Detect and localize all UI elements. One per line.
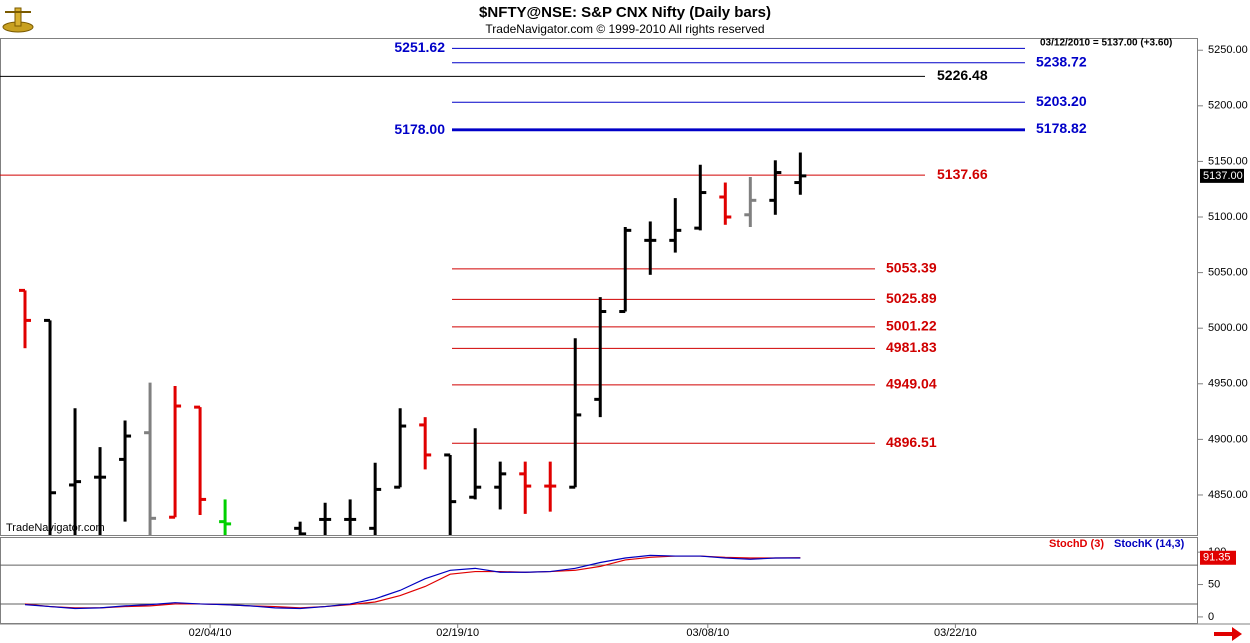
- level-label: 5251.62: [394, 39, 445, 55]
- level-label: 5203.20: [1036, 93, 1087, 109]
- last-bar-info: 03/12/2010 = 5137.00 (+3.60): [1040, 38, 1172, 49]
- level-label: 5053.39: [886, 260, 937, 276]
- stoch-plot: [0, 554, 1198, 610]
- level-label: 5137.66: [937, 166, 988, 182]
- chart-subtitle: TradeNavigator.com © 1999-2010 All right…: [485, 22, 764, 36]
- x-tick-label: 03/22/10: [934, 627, 977, 639]
- x-tick-label: 03/08/10: [686, 627, 729, 639]
- chart-title: $NFTY@NSE: S&P CNX Nifty (Daily bars): [479, 4, 771, 21]
- y-tick-label: 5050.00: [1208, 267, 1248, 279]
- y-tick-label: 5100.00: [1208, 211, 1248, 223]
- last-price-label: 5137.00: [1203, 170, 1243, 182]
- y-tick-label: 4900.00: [1208, 433, 1248, 445]
- y-tick-label: 5250.00: [1208, 44, 1248, 56]
- level-label: 4896.51: [886, 434, 937, 450]
- x-tick-label: 02/04/10: [189, 627, 232, 639]
- y-tick-label: 5000.00: [1208, 322, 1248, 334]
- last-value-label: 91.35: [1203, 552, 1231, 564]
- legend-entry: StochK (14,3): [1114, 538, 1185, 550]
- watermark: TradeNavigator.com: [6, 522, 105, 534]
- level-label: 5001.22: [886, 318, 937, 334]
- y-tick-label: 4950.00: [1208, 378, 1248, 390]
- y-tick-label: 4850.00: [1208, 489, 1248, 501]
- level-label: 4949.04: [886, 376, 937, 392]
- y-tick-label: 50: [1208, 578, 1220, 590]
- y-tick-label: 0: [1208, 611, 1214, 623]
- level-label: 5178.00: [394, 121, 445, 137]
- level-label: 5025.89: [886, 290, 937, 306]
- level-label: 4981.83: [886, 339, 937, 355]
- level-label: 5226.48: [937, 67, 988, 83]
- main-panel-frame: [0, 38, 1198, 536]
- x-tick-label: 02/19/10: [436, 627, 479, 639]
- level-label: 5238.72: [1036, 53, 1087, 69]
- y-tick-label: 5200.00: [1208, 100, 1248, 112]
- price-plot: [0, 47, 1025, 535]
- stoch-line: [24, 554, 801, 610]
- level-label: 5178.82: [1036, 120, 1087, 136]
- legend-entry: StochD (3): [1049, 538, 1104, 550]
- last-price-tag: [1200, 168, 1244, 183]
- y-tick-label: 5150.00: [1208, 155, 1248, 167]
- logo: [2, 7, 34, 33]
- last-value-tag: [1200, 550, 1236, 565]
- scroll-arrow[interactable]: [1214, 627, 1242, 641]
